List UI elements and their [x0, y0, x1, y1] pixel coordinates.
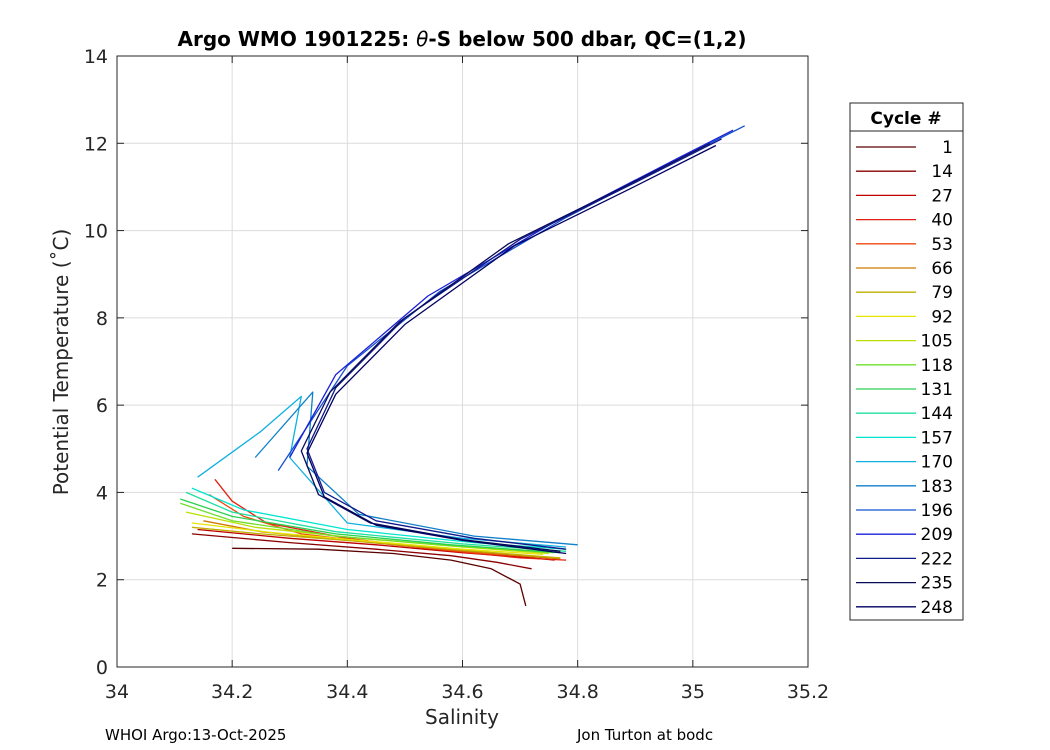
series-line-cycle-183 — [254, 391, 578, 546]
axis-ticks: 34 34.2 34.4 34.6 34.8 35 35.2 0 2 4 6 8 10 12 14 — [84, 46, 829, 703]
title-prefix: Argo WMO 1901225: — [178, 27, 417, 51]
legend-entries: 1 14 27 40 53 66 79 92 105 118 131 144 157 170 183 196 2… — [856, 138, 953, 618]
legend-label-170: 170 — [921, 453, 953, 473]
footer-credit: Jon Turton at bodc — [577, 726, 714, 744]
x-tick-label: 34.8 — [557, 681, 599, 703]
legend-label-66: 66 — [931, 259, 953, 279]
legend-label-118: 118 — [921, 356, 953, 376]
y-tick-label: 8 — [96, 308, 108, 330]
series-line-cycle-79 — [191, 526, 561, 559]
legend-label-144: 144 — [921, 404, 953, 424]
x-tick-label: 34.6 — [441, 681, 483, 703]
y-tick-label: 12 — [84, 133, 108, 155]
series-line-cycle-144 — [185, 491, 567, 552]
x-tick-label: 34.2 — [211, 681, 253, 703]
x-tick-label: 35.2 — [787, 681, 829, 703]
series-line-cycle-40 — [214, 478, 567, 561]
legend-label-235: 235 — [921, 574, 953, 594]
legend-label-248: 248 — [921, 598, 953, 618]
legend-label-1: 1 — [942, 138, 953, 158]
legend-label-157: 157 — [921, 428, 953, 448]
legend-label-92: 92 — [931, 307, 953, 327]
legend-label-27: 27 — [931, 186, 953, 206]
y-tick-label: 6 — [96, 395, 108, 417]
y-tick-label: 4 — [96, 482, 108, 504]
footer-left: WHOI Argo:13-Oct-2025 — [105, 726, 287, 744]
x-tick-label: 35 — [681, 681, 705, 703]
y-axis-label: Potential Temperature (˚C) — [49, 229, 73, 496]
legend-label-131: 131 — [921, 380, 953, 400]
series-line-cycle-222 — [306, 138, 722, 550]
title-theta: θ — [416, 27, 428, 51]
x-axis-label: Salinity — [425, 705, 499, 729]
y-tick-label: 14 — [84, 46, 108, 68]
legend-label-209: 209 — [921, 525, 953, 545]
title-suffix: -S below 500 dbar, QC=(1,2) — [428, 27, 746, 51]
x-tick-label: 34.4 — [326, 681, 368, 703]
legend-title: Cycle # — [870, 109, 941, 129]
legend: Cycle # 1 14 27 40 53 66 79 92 105 118 131 144 157 17… — [849, 102, 964, 621]
y-tick-label: 0 — [96, 657, 108, 679]
legend-label-79: 79 — [931, 283, 953, 303]
chart-title: Argo WMO 1901225: θ-S below 500 dbar, QC… — [178, 27, 747, 51]
series-line-cycle-131 — [180, 498, 561, 554]
series-line-cycle-248 — [306, 144, 717, 555]
legend-label-222: 222 — [921, 549, 953, 569]
series-line-cycle-14 — [191, 533, 532, 570]
series-line-cycle-1 — [232, 547, 527, 607]
series-line-cycle-118 — [180, 502, 555, 554]
x-tick-label: 34 — [105, 681, 129, 703]
y-tick-label: 2 — [96, 570, 108, 592]
y-tick-label: 10 — [84, 221, 108, 243]
series-line-cycle-92 — [191, 522, 544, 556]
legend-label-105: 105 — [921, 332, 953, 352]
legend-label-14: 14 — [931, 162, 953, 182]
legend-label-183: 183 — [921, 477, 953, 497]
legend-label-196: 196 — [921, 501, 953, 521]
series-group — [180, 125, 745, 607]
legend-label-53: 53 — [931, 235, 953, 255]
legend-label-40: 40 — [931, 211, 953, 231]
series-line-cycle-235 — [300, 142, 711, 552]
